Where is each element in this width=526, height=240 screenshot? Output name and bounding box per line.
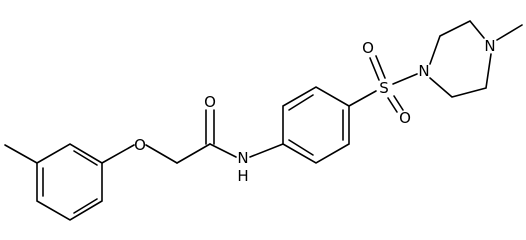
- atom-label: O: [362, 39, 374, 57]
- atom-label: N: [418, 62, 429, 80]
- atom-labels: O O N H S O O N N: [134, 37, 496, 185]
- molecule-diagram: O O N H S O O N N: [4, 19, 523, 221]
- bonds: [4, 19, 523, 221]
- atom-label: O: [134, 136, 146, 154]
- atom-label: O: [204, 93, 216, 111]
- atom-label: S: [379, 79, 389, 97]
- atom-label: N: [484, 37, 495, 55]
- atom-label: O: [399, 109, 411, 127]
- atom-label: N: [237, 149, 248, 167]
- atom-label: H: [237, 167, 248, 185]
